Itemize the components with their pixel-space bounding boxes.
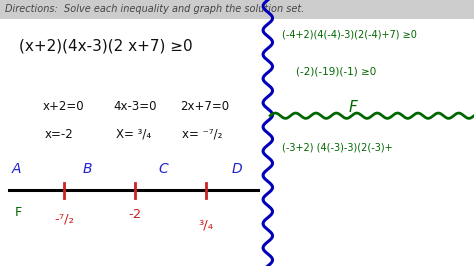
Text: (x+2)(4x-3)(2 x+7) ≥0: (x+2)(4x-3)(2 x+7) ≥0 bbox=[19, 39, 192, 53]
Text: ³/₄: ³/₄ bbox=[199, 218, 214, 231]
Text: (-3+2) (4(-3)-3)(2(-3)+: (-3+2) (4(-3)-3)(2(-3)+ bbox=[282, 143, 392, 153]
Text: C: C bbox=[159, 162, 168, 176]
Text: F: F bbox=[348, 100, 357, 115]
Text: Directions:  Solve each inequality and graph the solution set.: Directions: Solve each inequality and gr… bbox=[5, 4, 304, 14]
Text: A: A bbox=[12, 162, 21, 176]
Text: 4x-3=0: 4x-3=0 bbox=[114, 100, 157, 113]
Text: D: D bbox=[232, 162, 242, 176]
Text: -⁷/₂: -⁷/₂ bbox=[54, 213, 74, 226]
Text: x= ⁻⁷/₂: x= ⁻⁷/₂ bbox=[182, 128, 223, 141]
FancyBboxPatch shape bbox=[0, 0, 474, 19]
Text: -2: -2 bbox=[128, 208, 142, 221]
Text: 2x+7=0: 2x+7=0 bbox=[180, 100, 229, 113]
Text: F: F bbox=[15, 206, 22, 219]
Text: X= ³/₄: X= ³/₄ bbox=[116, 128, 151, 141]
Text: x+2=0: x+2=0 bbox=[43, 100, 84, 113]
Text: (-2)(-19)(-1) ≥0: (-2)(-19)(-1) ≥0 bbox=[296, 67, 376, 77]
Text: (-4+2)(4(-4)-3)(2(-4)+7) ≥0: (-4+2)(4(-4)-3)(2(-4)+7) ≥0 bbox=[282, 30, 417, 40]
Text: x=-2: x=-2 bbox=[45, 128, 74, 141]
Text: B: B bbox=[83, 162, 92, 176]
